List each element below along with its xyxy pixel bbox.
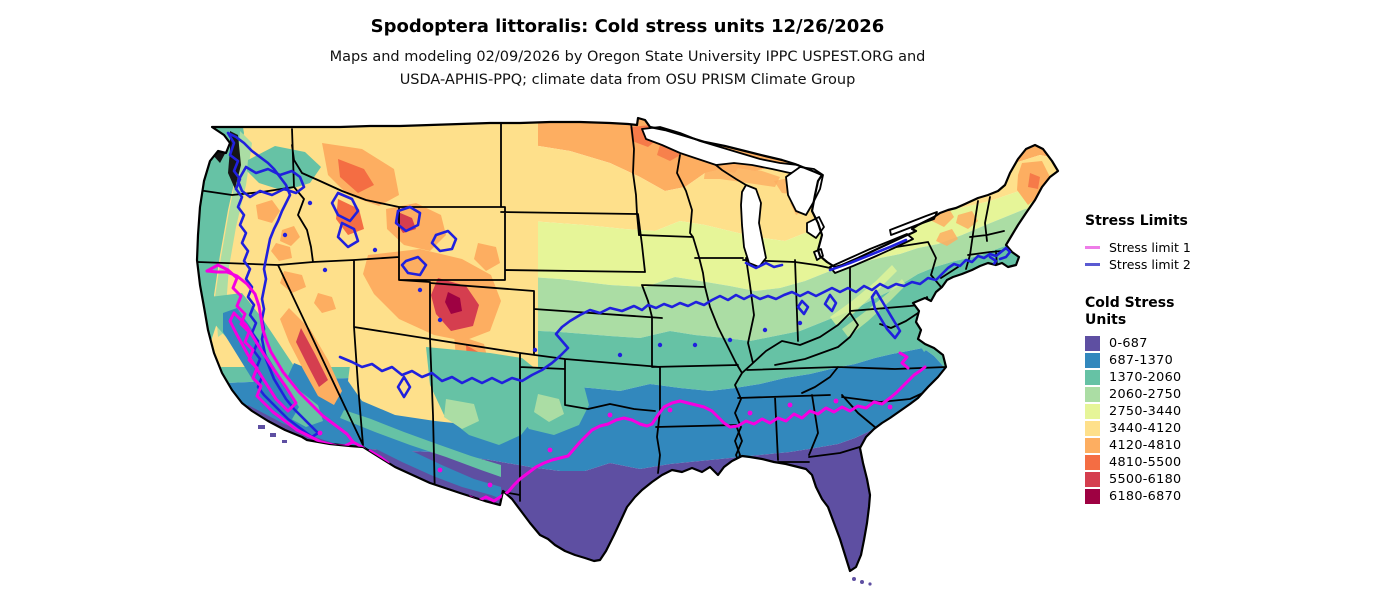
map-subtitle-line2: USDA-APHIS-PPQ; climate data from OSU PR… <box>399 72 856 88</box>
cold-stress-range-label: 1370-2060 <box>1109 370 1182 385</box>
map-subtitle-line1: Maps and modeling 02/09/2026 by Oregon S… <box>329 49 926 65</box>
map-title: Spodoptera littoralis: Cold stress units… <box>370 16 885 37</box>
cold-stress-swatch <box>1085 455 1100 470</box>
cold-stress-range-label: 2750-3440 <box>1109 404 1182 419</box>
cold-stress-range-label: 4120-4810 <box>1109 438 1182 453</box>
cold-stress-range-label: 6180-6870 <box>1109 489 1182 504</box>
cold-stress-range-label: 2060-2750 <box>1109 387 1182 402</box>
stress-limit-2-contour <box>226 131 1029 439</box>
stress-limit-line-swatch <box>1085 246 1100 249</box>
cold-stress-class-row-2: 1370-2060 <box>1085 369 1235 386</box>
cold-stress-swatch <box>1085 421 1100 436</box>
map-header: Spodoptera littoralis: Cold stress units… <box>190 16 1065 92</box>
cold-stress-swatch <box>1085 404 1100 419</box>
offshore-islands <box>258 425 872 586</box>
stress-limit-line-swatch <box>1085 263 1100 266</box>
stress-limit-label: Stress limit 2 <box>1109 257 1191 272</box>
cold-stress-swatch <box>1085 472 1100 487</box>
cold-stress-class-row-9: 6180-6870 <box>1085 488 1235 505</box>
cold-stress-class-row-0: 0-687 <box>1085 335 1235 352</box>
cold-stress-class-row-4: 2750-3440 <box>1085 403 1235 420</box>
cold-stress-range-label: 687-1370 <box>1109 353 1174 368</box>
cold-stress-heading-line1: Cold Stress <box>1085 295 1175 311</box>
cold-stress-swatch <box>1085 370 1100 385</box>
stress-limit-legend-row-2: Stress limit 2 <box>1085 256 1235 273</box>
cold-stress-class-row-3: 2060-2750 <box>1085 386 1235 403</box>
cold-stress-range-label: 4810-5500 <box>1109 455 1182 470</box>
stress-limit-legend-row-1: Stress limit 1 <box>1085 239 1235 256</box>
cold-stress-swatch <box>1085 353 1100 368</box>
state-borders <box>197 122 1005 502</box>
cold-stress-classes: 0-687 687-1370 1370-2060 2060-2750 2750-3440… <box>1085 335 1235 505</box>
cold-stress-swatch <box>1085 387 1100 402</box>
cold-stress-swatch <box>1085 489 1100 504</box>
us-outline <box>195 116 1060 573</box>
stress-limit-label: Stress limit 1 <box>1109 240 1191 255</box>
saginaw-bay <box>806 216 825 239</box>
cold-stress-swatch <box>1085 438 1100 453</box>
cold-stress-fill-layer <box>197 118 1058 571</box>
cold-stress-class-row-1: 687-1370 <box>1085 352 1235 369</box>
stress-limits-items: Stress limit 1 Stress limit 2 <box>1085 239 1235 273</box>
us-cold-stress-map <box>195 116 1060 586</box>
cold-stress-range-label: 0-687 <box>1109 336 1148 351</box>
cold-stress-class-row-5: 3440-4120 <box>1085 420 1235 437</box>
cold-stress-heading: Cold Stress Units <box>1085 295 1235 329</box>
map-area <box>190 115 1065 590</box>
cold-stress-class-row-6: 4120-4810 <box>1085 437 1235 454</box>
stress-limits-heading: Stress Limits <box>1085 213 1188 229</box>
cold-stress-range-label: 5500-6180 <box>1109 472 1182 487</box>
legend: Stress Limits Stress limit 1 Stress limit… <box>1085 213 1235 505</box>
cold-stress-class-row-8: 5500-6180 <box>1085 471 1235 488</box>
cold-stress-swatch <box>1085 336 1100 351</box>
cold-stress-class-row-7: 4810-5500 <box>1085 454 1235 471</box>
cold-stress-heading-line2: Units <box>1085 312 1127 328</box>
lake-ontario <box>889 211 938 236</box>
cold-stress-range-label: 3440-4120 <box>1109 421 1182 436</box>
map-subtitle: Maps and modeling 02/09/2026 by Oregon S… <box>190 46 1065 92</box>
